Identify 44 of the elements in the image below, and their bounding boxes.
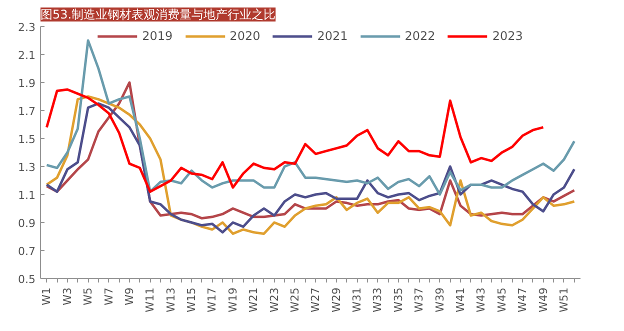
y-tick-label: 2.3 (18, 21, 36, 34)
x-tick-label: W19 (226, 288, 240, 312)
x-tick-label: W43 (474, 288, 488, 312)
x-tick-label: W45 (495, 288, 508, 312)
legend-label: 2023 (492, 29, 523, 43)
x-tick-label: W9 (122, 288, 136, 306)
legend-label: 2022 (404, 29, 436, 43)
line-series (45, 88, 545, 193)
x-tick-label: W13 (164, 288, 178, 312)
x-tick-label: W23 (268, 288, 281, 312)
y-tick-label: 1.7 (18, 105, 36, 118)
x-tick-label: W41 (454, 288, 467, 312)
y-tick-label: 1.9 (18, 77, 36, 90)
x-tick-label: W29 (330, 288, 343, 312)
x-tick-label: W35 (392, 288, 405, 312)
x-tick-label: W25 (288, 288, 302, 312)
x-tick-label: W33 (371, 288, 384, 312)
x-tick-label: W49 (536, 288, 550, 312)
x-tick-label: W17 (206, 288, 219, 312)
x-tick-label: W51 (557, 288, 570, 312)
x-tick-label: W39 (433, 288, 446, 312)
y-tick-label: 1.3 (18, 161, 36, 174)
legend-label: 2021 (317, 29, 348, 43)
y-tick-label: 1.1 (18, 189, 36, 202)
chart-title: 图53.制造业钢材表观消费量与地产行业之比 (40, 8, 276, 22)
x-tick-label: W37 (412, 288, 426, 312)
y-tick-label: 0.5 (18, 273, 36, 286)
x-tick-label: W1 (40, 288, 54, 306)
legend-label: 2020 (230, 29, 260, 43)
x-tick-label: W21 (247, 288, 260, 312)
x-tick-label: W31 (350, 288, 364, 312)
y-tick-label: 0.9 (18, 217, 36, 230)
y-tick-label: 1.5 (18, 133, 36, 146)
x-tick-label: W15 (185, 288, 198, 312)
y-tick-label: 0.7 (18, 245, 36, 258)
x-tick-label: W27 (309, 288, 322, 312)
x-tick-label: W7 (102, 288, 116, 306)
y-tick-label: 2.1 (18, 49, 36, 62)
x-tick-label: W3 (60, 288, 74, 306)
legend-label: 2019 (142, 29, 173, 43)
x-tick-label: W47 (516, 288, 530, 312)
x-tick-label: W5 (82, 288, 95, 306)
line-series (45, 39, 576, 196)
x-tick-label: W11 (144, 288, 157, 312)
